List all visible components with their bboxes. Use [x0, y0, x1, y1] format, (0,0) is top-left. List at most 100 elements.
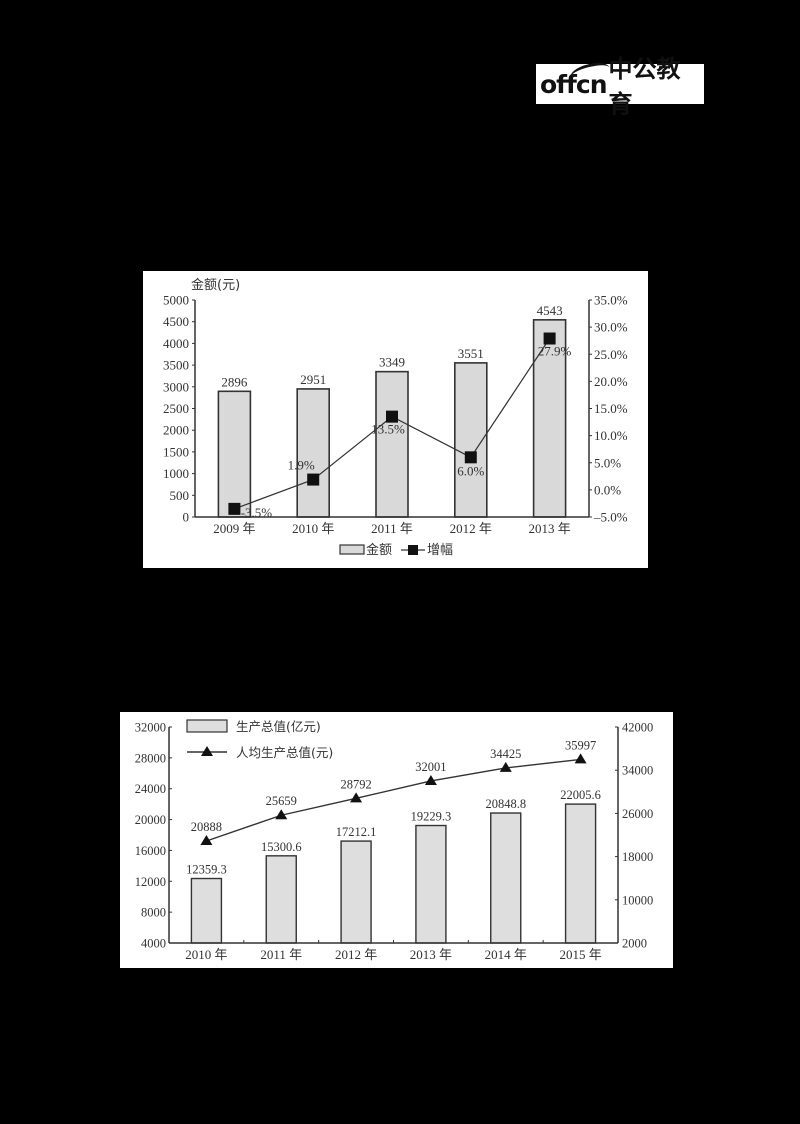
legend-triangle-marker — [201, 746, 213, 756]
right-tick-label: 10000 — [622, 893, 653, 907]
bar-value-label: 15300.6 — [261, 840, 302, 854]
bar-value-label: 20848.8 — [485, 797, 526, 811]
legend-label-per-capita: 人均生产总值(元) — [236, 745, 333, 760]
chart-spending-growth: 金额(元) 2896 2951 3349 3551 4543 0 500 1000 1500 200… — [143, 271, 648, 568]
right-tick-label: 42000 — [622, 721, 653, 735]
legend-square-marker — [408, 545, 418, 555]
right-tick-label: 15.0% — [594, 401, 628, 416]
bar — [453, 362, 488, 518]
bar — [340, 840, 372, 944]
line-value-label: 25659 — [266, 794, 297, 808]
x-tick-label: 2012 年 — [450, 521, 492, 536]
right-tick-label: 18000 — [622, 850, 653, 864]
line-value-label: 32001 — [415, 760, 446, 774]
bar-value-label: 2951 — [300, 372, 326, 387]
chart-2-svg: 12359.3 15300.6 17212.1 19229.3 20848.8 22005… — [135, 719, 654, 962]
left-tick-label: 2000 — [163, 423, 189, 438]
legend-bar-swatch — [339, 544, 365, 555]
line-value-label: 27.9% — [538, 344, 572, 359]
bar — [265, 855, 297, 944]
line-value-label: 20888 — [191, 820, 222, 834]
left-tick-label: 28000 — [135, 751, 166, 765]
left-tick-label: 3000 — [163, 379, 189, 394]
x-tick-label: 2009 年 — [213, 521, 255, 536]
x-tick-label: 2010 年 — [185, 947, 227, 962]
right-tick-label: –5.0% — [593, 510, 628, 525]
x-tick-label: 2011 年 — [260, 947, 302, 962]
offcn-logo: offcn 中公教育 — [536, 55, 704, 118]
line-value-label: 13.5% — [371, 422, 405, 437]
right-tick-label: 5.0% — [594, 455, 621, 470]
left-tick-label: 8000 — [141, 906, 166, 920]
bar — [415, 824, 447, 944]
legend-label-growth: 增幅 — [427, 543, 453, 558]
line-value-label: 28792 — [340, 777, 371, 791]
bar-value-label: 17212.1 — [336, 825, 377, 839]
x-tick-label: 2010 年 — [292, 521, 334, 536]
line-value-label: 35997 — [565, 738, 596, 752]
bar — [532, 319, 567, 518]
left-tick-label: 12000 — [135, 875, 166, 889]
left-tick-label: 4000 — [163, 336, 189, 351]
legend-label-amount: 金额 — [366, 542, 392, 558]
legend-label-gdp: 生产总值(亿元) — [236, 719, 321, 734]
square-marker — [228, 502, 241, 515]
line-value-label: 34425 — [490, 747, 521, 761]
left-tick-label: 1000 — [163, 466, 189, 481]
right-tick-label: 25.0% — [594, 347, 628, 362]
bar — [375, 370, 409, 518]
triangle-marker — [424, 774, 437, 785]
line-value-label: 1.9% — [288, 458, 315, 473]
triangle-marker — [499, 761, 512, 772]
right-tick-label: 26000 — [622, 807, 653, 821]
right-tick-label: 0.0% — [594, 482, 621, 497]
per-capita-line — [206, 758, 581, 842]
x-tick-label: 2015 年 — [559, 947, 601, 962]
triangle-marker — [200, 835, 213, 846]
bar-value-label: 19229.3 — [411, 810, 452, 824]
line-value-label: -3.5% — [241, 505, 273, 520]
right-tick-label: 30.0% — [594, 320, 628, 335]
bar — [564, 803, 597, 944]
right-tick-label: 34000 — [622, 764, 653, 778]
bar — [490, 812, 522, 944]
right-tick-label: 10.0% — [594, 428, 628, 443]
square-marker — [307, 473, 320, 486]
left-tick-label: 1500 — [163, 444, 189, 459]
bar-value-label: 3551 — [458, 346, 484, 361]
left-tick-label: 20000 — [135, 813, 166, 827]
left-tick-label: 32000 — [135, 721, 166, 735]
chart-gdp-per-capita: 12359.3 15300.6 17212.1 19229.3 20848.8 22005… — [120, 712, 673, 968]
triangle-marker — [275, 809, 288, 820]
bar-value-label: 4543 — [537, 303, 563, 318]
left-tick-label: 24000 — [135, 782, 166, 796]
bar — [190, 877, 223, 944]
bar-value-label: 22005.6 — [560, 788, 601, 802]
left-tick-label: 0 — [183, 510, 190, 525]
right-tick-label: 20.0% — [594, 374, 628, 389]
x-tick-label: 2012 年 — [335, 947, 377, 962]
y-axis-title: 金额(元) — [191, 277, 240, 293]
square-marker — [386, 410, 398, 423]
left-tick-label: 4500 — [163, 314, 189, 329]
x-tick-label: 2013 年 — [410, 947, 452, 962]
right-tick-label: 2000 — [622, 937, 647, 951]
bar — [217, 390, 252, 518]
left-tick-label: 2500 — [163, 401, 189, 416]
left-tick-label: 16000 — [135, 844, 166, 858]
bar — [296, 388, 330, 518]
logo-latin: offcn — [540, 58, 612, 99]
line-value-label: 6.0% — [457, 463, 484, 478]
triangle-marker — [574, 753, 587, 764]
right-tick-label: 35.0% — [594, 293, 628, 308]
left-tick-label: 5000 — [163, 293, 189, 308]
bar-value-label: 2896 — [221, 374, 248, 389]
chart-1-svg: 金额(元) 2896 2951 3349 3551 4543 0 500 1000 1500 200… — [163, 277, 628, 558]
x-tick-label: 2014 年 — [485, 947, 527, 962]
triangle-marker — [350, 792, 363, 803]
x-tick-label: 2011 年 — [371, 521, 413, 536]
left-tick-label: 3500 — [163, 358, 189, 373]
logo-chinese: 中公教育 — [608, 55, 681, 118]
square-marker — [464, 451, 477, 464]
left-tick-label: 500 — [170, 488, 190, 503]
